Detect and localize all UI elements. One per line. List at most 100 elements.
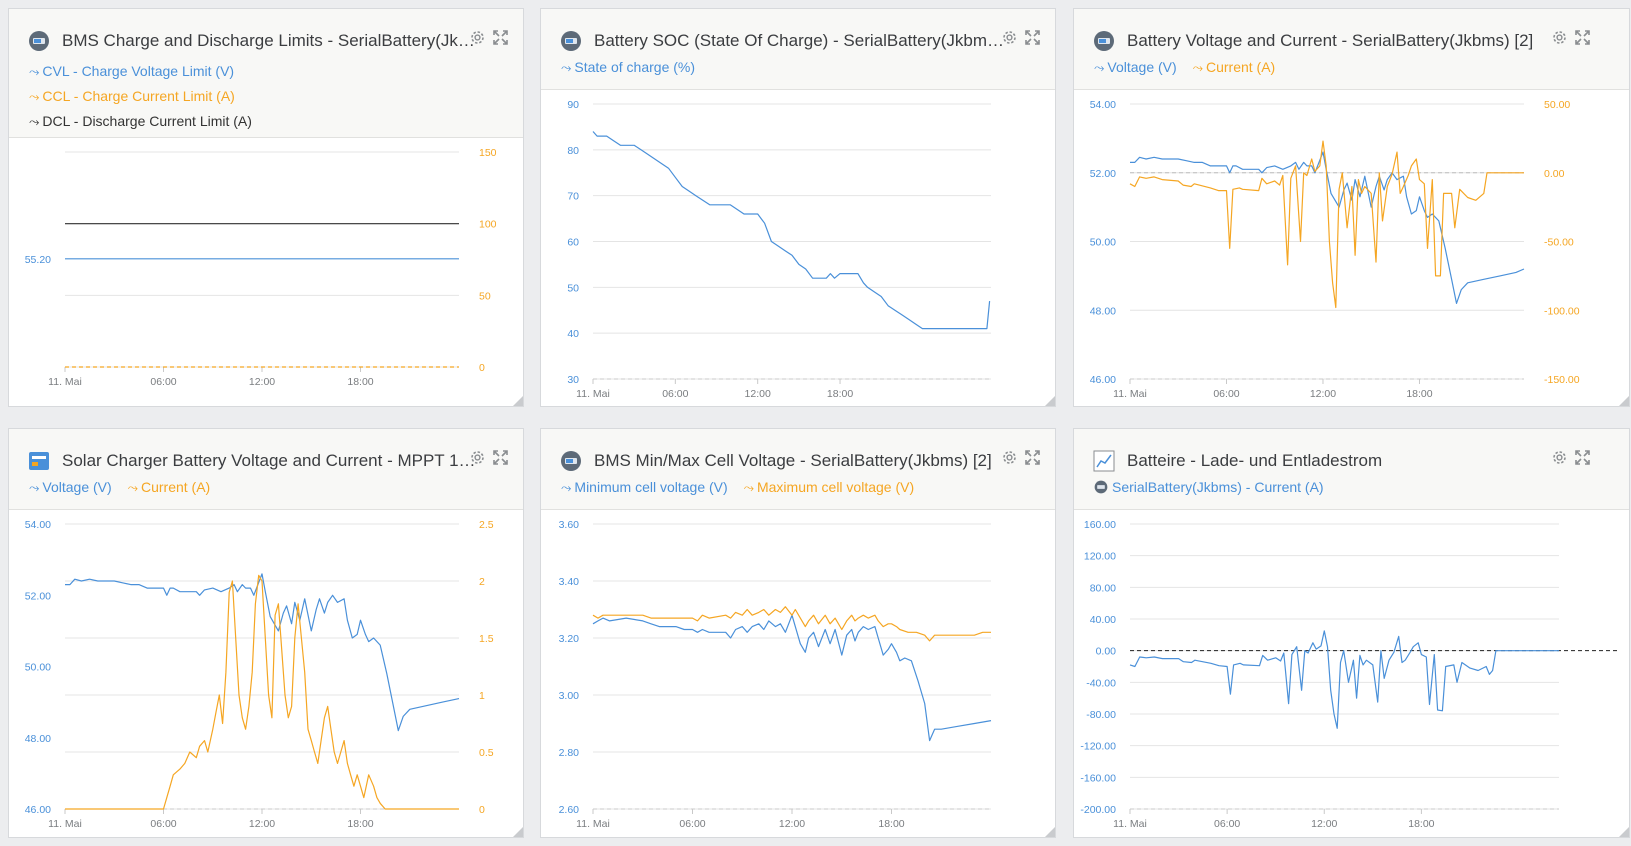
series-line-1 [1129,140,1524,309]
expand-icon[interactable] [1574,449,1591,466]
gear-icon[interactable] [469,449,486,466]
resize-handle[interactable] [1619,396,1629,406]
line-icon: ⤳ [1094,60,1104,75]
panel-tools [469,29,509,46]
x-tick-label: 11. Mai [1113,818,1147,830]
legend-item-voltage[interactable]: ⤳ Voltage (V) [29,479,112,495]
panel-title: Battery Voltage and Current - SerialBatt… [1127,31,1534,50]
chart-bms-limits: 55.20 0 50 100 150 11. Mai 06:00 12:00 18:00 [25,147,497,388]
resize-handle[interactable] [513,396,523,406]
line-icon: ⤳ [561,480,571,495]
y-tick-label: -120.00 [1080,741,1116,753]
resize-handle[interactable] [1045,396,1055,406]
y-tick-label: 0.00 [1096,646,1117,658]
x-tick-label: 12:00 [1310,388,1336,400]
panel-tools [469,449,509,466]
series-line-0 [592,131,991,330]
legend-item-ccl[interactable]: ⤳ CCL - Charge Current Limit (A) [29,88,235,104]
x-tick-label: 18:00 [1406,388,1432,400]
line-icon: ⤳ [29,64,39,79]
expand-icon[interactable] [1574,29,1591,46]
battery-icon [1093,30,1115,52]
panel-header: BMS Min/Max Cell Voltage - SerialBattery… [541,429,1055,510]
y-tick-label: 2.80 [559,747,580,759]
legend-item-soc[interactable]: ⤳ State of charge (%) [561,59,696,75]
x-tick-label: 06:00 [150,376,176,388]
chart-solar-charger: 46.00 48.00 50.00 52.00 54.00 0 0.5 1 1.5 2 2.5 11.… [25,519,494,830]
legend-item-current[interactable]: SerialBattery(Jkbms) - Current (A) [1094,479,1324,497]
legend-item-min-cell[interactable]: ⤳ Minimum cell voltage (V) [561,479,728,495]
y-tick-label: 120.00 [1084,551,1116,563]
y-tick-label: 3.60 [559,519,580,531]
panel-title: BMS Charge and Discharge Limits - Serial… [62,31,477,50]
gear-icon[interactable] [1001,449,1018,466]
expand-icon[interactable] [492,29,509,46]
legend-item-cvl[interactable]: ⤳ CVL - Charge Voltage Limit (V) [29,63,235,79]
chart-soc: 30 40 50 60 70 80 90 11. Mai 06:00 12:00 18:00 [567,99,991,400]
gear-icon[interactable] [469,29,486,46]
resize-handle[interactable] [1619,827,1629,837]
y-tick-label: 2.5 [479,519,494,531]
y-tick-label: 80.00 [1090,582,1116,594]
x-tick-label: 18:00 [347,818,373,830]
y-tick-label: 100 [479,219,497,231]
y-tick-label: 46.00 [1090,374,1116,386]
x-tick-label: 11. Mai [48,376,82,388]
y-tick-label: 50 [479,290,491,302]
y-tick-label: 2.60 [559,804,580,816]
y-tick-label: 0 [479,804,485,816]
legend-item-current[interactable]: ⤳ Current (A) [127,479,211,495]
line-icon: ⤳ [1192,60,1203,75]
chart-legend: ⤳ Voltage (V) ⤳ Current (A) [29,479,222,496]
y-tick-label: -160.00 [1080,772,1116,784]
expand-icon[interactable] [1024,29,1041,46]
y-tick-label: -200.00 [1080,804,1116,816]
solar-charger-icon [28,450,50,472]
y-tick-label: 48.00 [1090,305,1116,317]
expand-icon[interactable] [1024,449,1041,466]
resize-handle[interactable] [1045,827,1055,837]
gear-icon[interactable] [1551,29,1568,46]
y-tick-label: -100.00 [1544,305,1580,317]
x-tick-label: 12:00 [249,818,275,830]
chart-legend: ⤳ Voltage (V) ⤳ Current (A) [1094,59,1287,76]
y-tick-label: 50.00 [1090,237,1116,249]
y-tick-label: 160.00 [1084,519,1116,531]
y-tick-label: 70 [567,191,579,203]
y-tick-label: 60 [567,237,579,249]
expand-icon[interactable] [492,449,509,466]
series-line-0 [1129,630,1559,729]
y-tick-label: 30 [567,374,579,386]
gear-icon[interactable] [1001,29,1018,46]
legend-item-max-cell[interactable]: ⤳ Maximum cell voltage (V) [743,479,915,495]
y-tick-label: 3.40 [559,576,580,588]
panel-tools [1551,29,1591,46]
line-icon: ⤳ [29,89,39,104]
panel-header: Batteire - Lade- und Entladestrom Serial… [1074,429,1629,510]
x-tick-label: 11. Mai [1113,388,1147,400]
gear-icon[interactable] [1551,449,1568,466]
battery-icon [1094,480,1108,497]
x-tick-label: 12:00 [745,388,771,400]
panel-title: BMS Min/Max Cell Voltage - SerialBattery… [594,451,992,470]
chart-battery-current: -200.00 -160.00 -120.00 -80.00 -40.00 0.00 40.… [1080,519,1619,830]
x-tick-label: 06:00 [1214,818,1240,830]
legend-item-current[interactable]: ⤳ Current (A) [1192,59,1276,75]
x-tick-label: 11. Mai [576,388,610,400]
y-tick-label: 50.00 [1544,99,1570,111]
y-tick-label: 0.5 [479,747,494,759]
y-tick-label: 1.5 [479,633,494,645]
y-tick-label: 46.00 [25,804,51,816]
y-tick-label: 54.00 [25,519,51,531]
y-tick-label: 52.00 [1090,168,1116,180]
x-tick-label: 12:00 [249,376,275,388]
line-icon: ⤳ [561,60,571,75]
panel-solar-charger: Solar Charger Battery Voltage and Curren… [8,428,524,838]
x-tick-label: 06:00 [1213,388,1239,400]
legend-item-dcl[interactable]: ⤳ DCL - Discharge Current Limit (A) [29,113,252,129]
panel-header: Solar Charger Battery Voltage and Curren… [9,429,523,510]
resize-handle[interactable] [513,827,523,837]
chart-voltage-current: 46.00 48.00 50.00 52.00 54.00 -150.00 -100.00 -… [1090,99,1580,400]
y-tick-label: 1 [479,690,485,702]
legend-item-voltage[interactable]: ⤳ Voltage (V) [1094,59,1177,75]
